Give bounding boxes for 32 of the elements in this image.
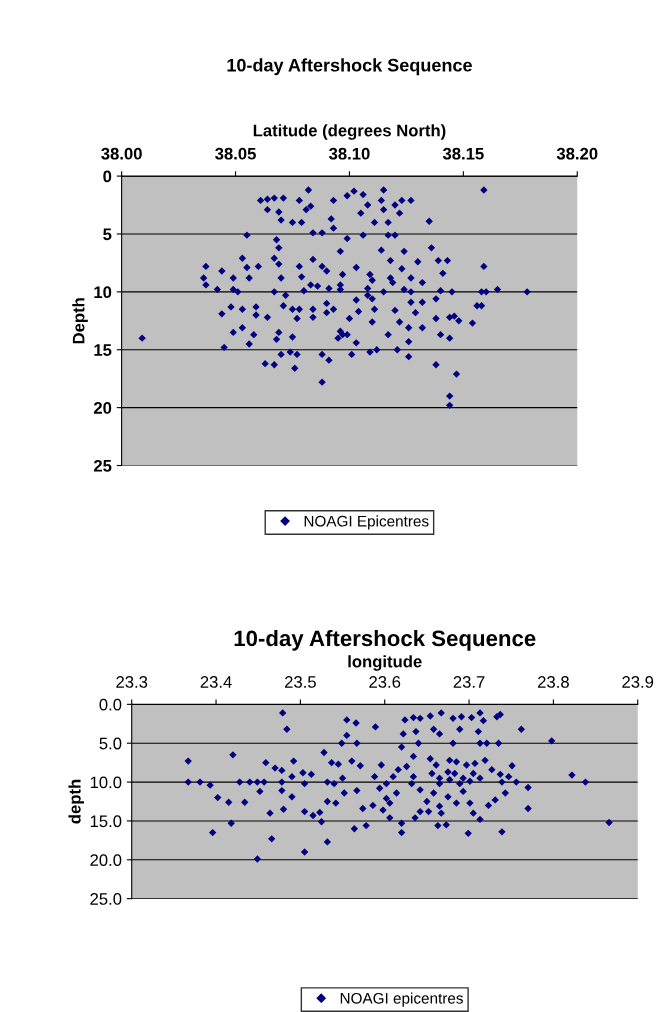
x-tick-label: 23.7 bbox=[453, 676, 485, 688]
y-tick-label: 25.0 bbox=[90, 893, 122, 905]
y-tick-label: 25 bbox=[93, 459, 112, 472]
y-axis-title: Depth bbox=[72, 298, 88, 344]
x-tick-label: 38.10 bbox=[328, 147, 370, 160]
x-tick-label: 38.15 bbox=[442, 147, 484, 160]
legend-label: NOAGI epicentres bbox=[340, 992, 463, 1007]
x-tick-label: 23.3 bbox=[116, 676, 148, 688]
x-tick-label: 38.05 bbox=[215, 147, 256, 160]
chart-title: 10-day Aftershock Sequence bbox=[234, 629, 536, 651]
y-tick-label: 5.0 bbox=[99, 737, 122, 750]
y-tick-label: 15.0 bbox=[90, 815, 122, 828]
y-tick-label: 20 bbox=[93, 402, 112, 414]
x-tick-label: 23.8 bbox=[538, 676, 569, 688]
y-tick-label: 20.0 bbox=[90, 854, 122, 866]
y-axis-title: depth bbox=[68, 779, 84, 824]
y-tick-label: 0.0 bbox=[99, 698, 122, 711]
legend-label: NOAGI Epicentres bbox=[304, 515, 429, 530]
x-tick-label: 38.00 bbox=[101, 147, 142, 160]
y-tick-label: 0 bbox=[103, 170, 112, 183]
y-tick-label: 10.0 bbox=[90, 776, 122, 789]
x-tick-label: 23.5 bbox=[285, 676, 316, 688]
x-tick-label: 23.9 bbox=[622, 676, 654, 688]
y-tick-label: 15 bbox=[94, 344, 112, 356]
x-tick-label: 23.6 bbox=[369, 676, 401, 688]
x-tick-label: 23.4 bbox=[200, 676, 232, 688]
x-axis-title: Latitude (degrees North) bbox=[253, 124, 446, 140]
y-tick-label: 5 bbox=[103, 228, 112, 241]
y-tick-label: 10 bbox=[94, 286, 112, 299]
chart-title: 10-day Aftershock Sequence bbox=[227, 58, 472, 76]
x-tick-label: 38.20 bbox=[556, 147, 598, 160]
x-axis-title: longitude bbox=[348, 655, 422, 671]
